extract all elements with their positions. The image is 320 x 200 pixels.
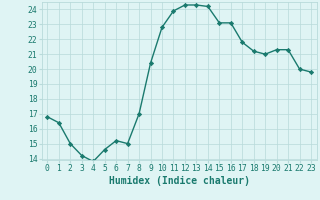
X-axis label: Humidex (Indice chaleur): Humidex (Indice chaleur) [109, 176, 250, 186]
